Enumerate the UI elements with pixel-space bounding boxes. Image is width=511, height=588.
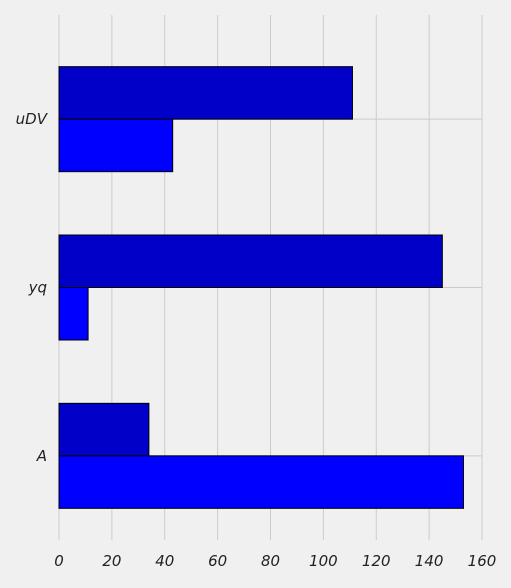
bar [59,456,463,509]
x-tick-label: 0 [54,552,64,570]
bar [59,288,88,341]
x-tick-label: 80 [261,552,280,570]
y-tick-label: A [36,447,47,465]
y-tick-label: yq [28,279,47,297]
x-tick-label: 100 [309,552,338,570]
x-tick-label: 40 [155,552,174,570]
y-tick-label: uDV [16,110,49,128]
x-tick-label: 120 [362,552,391,570]
bar [59,403,149,456]
bar [59,235,442,288]
bar [59,67,352,120]
x-tick-label: 60 [208,552,227,570]
bar [59,119,173,171]
x-tick-label: 20 [102,552,121,570]
x-tick-label: 160 [468,552,497,570]
x-tick-label: 140 [415,552,444,570]
